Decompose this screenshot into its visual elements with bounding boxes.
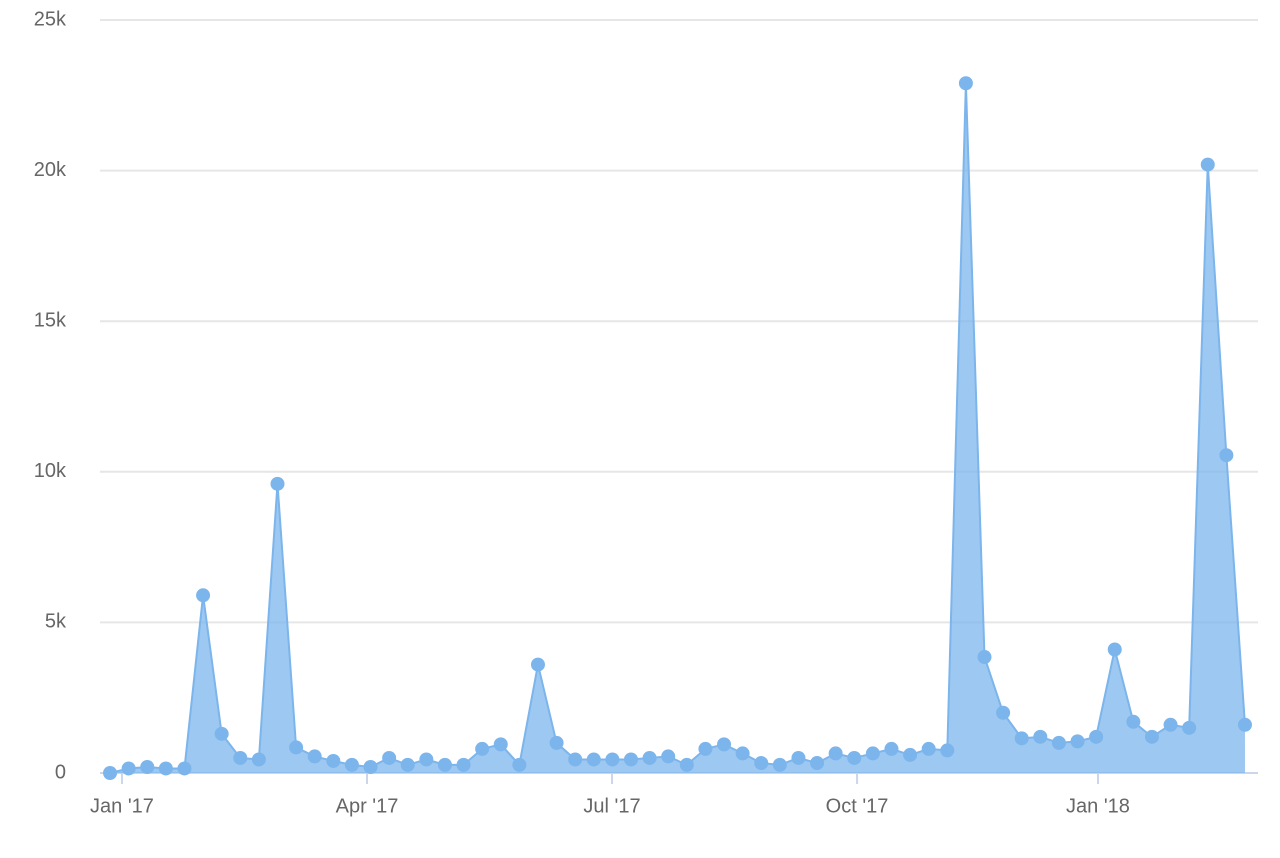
data-point: [977, 650, 992, 665]
data-point: [1219, 448, 1234, 463]
data-point: [754, 756, 769, 771]
data-point: [958, 76, 973, 91]
data-point: [940, 743, 955, 758]
data-point: [679, 757, 694, 772]
data-point: [177, 761, 192, 776]
data-point: [475, 741, 490, 756]
data-point: [735, 746, 750, 761]
data-point: [121, 761, 136, 776]
data-point: [1107, 642, 1122, 657]
x-tick-label: Jul '17: [583, 795, 640, 817]
y-tick-label: 15k: [34, 309, 67, 331]
x-tick-label: Oct '17: [826, 795, 889, 817]
data-point: [1144, 729, 1159, 744]
data-point: [344, 757, 359, 772]
data-point: [382, 750, 397, 765]
data-point: [530, 657, 545, 672]
data-point: [289, 740, 304, 755]
data-point: [828, 746, 843, 761]
data-point: [698, 741, 713, 756]
data-point: [233, 750, 248, 765]
data-point: [549, 735, 564, 750]
data-point: [103, 766, 118, 780]
data-point: [791, 750, 806, 765]
data-point: [1163, 717, 1178, 732]
y-tick-label: 25k: [34, 8, 67, 30]
data-point: [270, 476, 285, 491]
data-point: [1033, 729, 1048, 744]
data-point: [1051, 735, 1066, 750]
data-point: [1070, 734, 1085, 749]
data-point: [363, 759, 378, 774]
data-point: [307, 749, 322, 764]
data-point: [884, 741, 899, 756]
data-point: [400, 757, 415, 772]
data-point: [1182, 720, 1197, 735]
data-point: [1200, 157, 1215, 172]
data-point: [586, 752, 601, 767]
data-point: [642, 750, 657, 765]
data-point: [568, 752, 583, 767]
data-point: [847, 750, 862, 765]
data-point: [661, 749, 676, 764]
area-fill: [110, 83, 1245, 773]
data-point: [158, 761, 173, 776]
data-point: [456, 757, 471, 772]
y-tick-label: 5k: [45, 611, 67, 633]
data-point: [1237, 717, 1252, 732]
data-point: [493, 737, 508, 752]
data-point: [326, 753, 341, 768]
data-point: [140, 759, 155, 774]
data-point: [1126, 714, 1141, 729]
data-point: [921, 741, 936, 756]
data-point: [623, 752, 638, 767]
data-point: [717, 737, 732, 752]
data-point: [512, 757, 527, 772]
data-point: [772, 757, 787, 772]
data-point: [810, 756, 825, 771]
data-point: [605, 752, 620, 767]
data-point: [437, 757, 452, 772]
data-point: [251, 752, 266, 767]
x-tick-label: Jan '17: [90, 795, 154, 817]
data-point: [1089, 729, 1104, 744]
data-point: [865, 746, 880, 761]
data-point: [419, 752, 434, 767]
data-point: [196, 588, 211, 603]
data-point: [1014, 731, 1029, 746]
x-tick-label: Apr '17: [336, 795, 399, 817]
x-tick-label: Jan '18: [1066, 795, 1130, 817]
y-tick-label: 0: [55, 761, 66, 783]
y-tick-label: 10k: [34, 460, 67, 482]
y-tick-label: 20k: [34, 159, 67, 181]
data-point: [996, 705, 1011, 720]
data-point: [903, 747, 918, 762]
data-point: [214, 726, 229, 741]
